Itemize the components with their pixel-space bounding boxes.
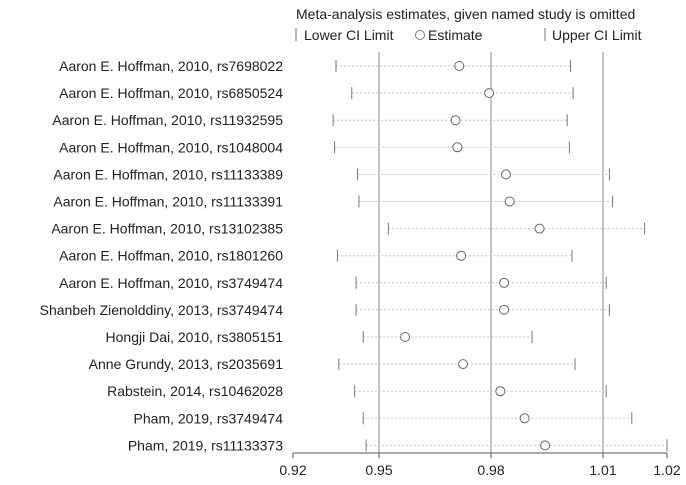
study-label: Aaron E. Hoffman, 2010, rs1048004 bbox=[59, 139, 283, 155]
plot-area bbox=[333, 52, 667, 453]
study-label: Pham, 2019, rs3749474 bbox=[134, 410, 284, 426]
x-tick-label: 0.95 bbox=[365, 462, 392, 478]
study-label: Pham, 2019, rs11133373 bbox=[128, 437, 283, 453]
chart-title: Meta-analysis estimates, given named stu… bbox=[296, 6, 635, 22]
legend-estimate-marker bbox=[416, 31, 425, 40]
legend-lower-label: Lower CI Limit bbox=[304, 27, 394, 43]
estimate-marker bbox=[505, 197, 514, 206]
estimate-marker bbox=[485, 89, 494, 98]
study-label: Rabstein, 2014, rs10462028 bbox=[107, 383, 283, 399]
estimate-marker bbox=[541, 441, 550, 450]
estimate-marker bbox=[535, 224, 544, 233]
estimate-marker bbox=[451, 116, 460, 125]
estimate-marker bbox=[453, 143, 462, 152]
x-tick-label: 0.98 bbox=[477, 462, 504, 478]
legend: Lower CI Limit Estimate Upper CI Limit bbox=[296, 27, 642, 43]
estimate-marker bbox=[520, 414, 529, 423]
x-axis: 0.92 0.95 0.98 1.01 1.02 bbox=[279, 453, 680, 478]
x-tick-label: 1.02 bbox=[653, 462, 680, 478]
legend-upper-label: Upper CI Limit bbox=[552, 27, 642, 43]
x-tick-label: 1.01 bbox=[589, 462, 616, 478]
study-label: Aaron E. Hoffman, 2010, rs13102385 bbox=[51, 221, 283, 237]
study-label: Hongji Dai, 2010, rs3805151 bbox=[106, 329, 284, 345]
estimate-marker bbox=[401, 333, 410, 342]
study-labels: Aaron E. Hoffman, 2010, rs7698022 Aaron E… bbox=[40, 58, 284, 453]
estimate-marker bbox=[496, 387, 505, 396]
estimate-marker bbox=[500, 305, 509, 314]
estimate-marker bbox=[459, 360, 468, 369]
study-label: Aaron E. Hoffman, 2010, rs11133391 bbox=[53, 194, 283, 210]
study-label: Anne Grundy, 2013, rs2035691 bbox=[89, 356, 284, 372]
study-label: Aaron E. Hoffman, 2010, rs11932595 bbox=[52, 112, 283, 128]
legend-estimate-label: Estimate bbox=[428, 27, 483, 43]
study-label: Aaron E. Hoffman, 2010, rs11133389 bbox=[53, 166, 283, 182]
study-label: Aaron E. Hoffman, 2010, rs6850524 bbox=[59, 85, 283, 101]
study-label: Aaron E. Hoffman, 2010, rs3749474 bbox=[59, 275, 283, 291]
study-label: Shanbeh Zienolddiny, 2013, rs3749474 bbox=[40, 302, 284, 318]
study-label: Aaron E. Hoffman, 2010, rs7698022 bbox=[59, 58, 283, 74]
estimate-marker bbox=[457, 251, 466, 260]
estimate-marker bbox=[501, 170, 510, 179]
estimate-marker bbox=[500, 278, 509, 287]
study-label: Aaron E. Hoffman, 2010, rs1801260 bbox=[59, 248, 283, 264]
x-tick-label: 0.92 bbox=[279, 462, 306, 478]
estimate-marker bbox=[455, 62, 464, 71]
